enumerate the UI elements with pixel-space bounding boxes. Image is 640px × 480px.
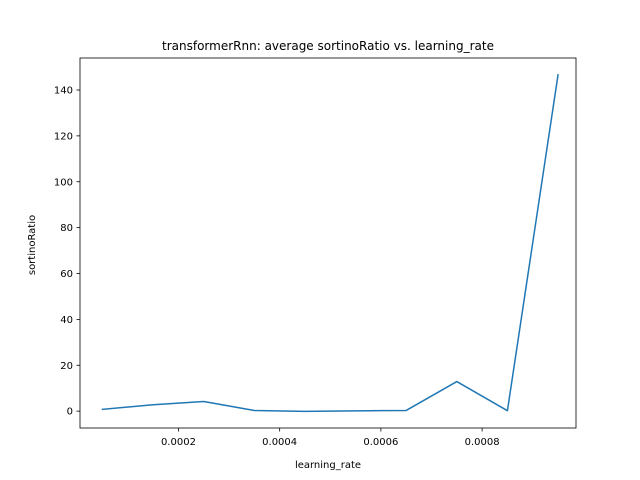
y-tick-label: 120 [54,131,73,142]
x-axis-label: learning_rate [295,460,361,471]
y-axis-label: sortinoRatio [27,215,38,275]
data-point [557,74,559,76]
data-point [203,401,205,403]
y-tick-label: 60 [60,269,73,280]
data-point [405,410,407,412]
y-tick-label: 40 [60,315,73,326]
x-tick-label: 0.0006 [363,437,398,448]
chart-title: transformerRnn: average sortinoRatio vs.… [162,39,494,53]
x-tick-label: 0.0002 [161,437,196,448]
data-point [304,411,306,413]
data-point [507,410,509,412]
data-point [254,410,256,412]
data-point [456,381,458,383]
series-line [101,74,559,413]
x-tick-label: 0.0004 [262,437,297,448]
data-point [355,410,357,412]
data-point [152,404,154,406]
x-tick-label: 0.0008 [465,437,500,448]
axes-frame [79,57,577,429]
y-tick-label: 20 [60,361,73,372]
plot-area: 0.0002 0.0004 0.0006 0.0008 0 20 40 60 80 100 120 1… [54,57,577,448]
y-tick-label: 80 [60,223,73,234]
data-point [102,409,104,411]
y-tick-label: 0 [67,407,73,418]
y-tick-label: 100 [54,177,73,188]
y-tick-label: 140 [54,85,73,96]
